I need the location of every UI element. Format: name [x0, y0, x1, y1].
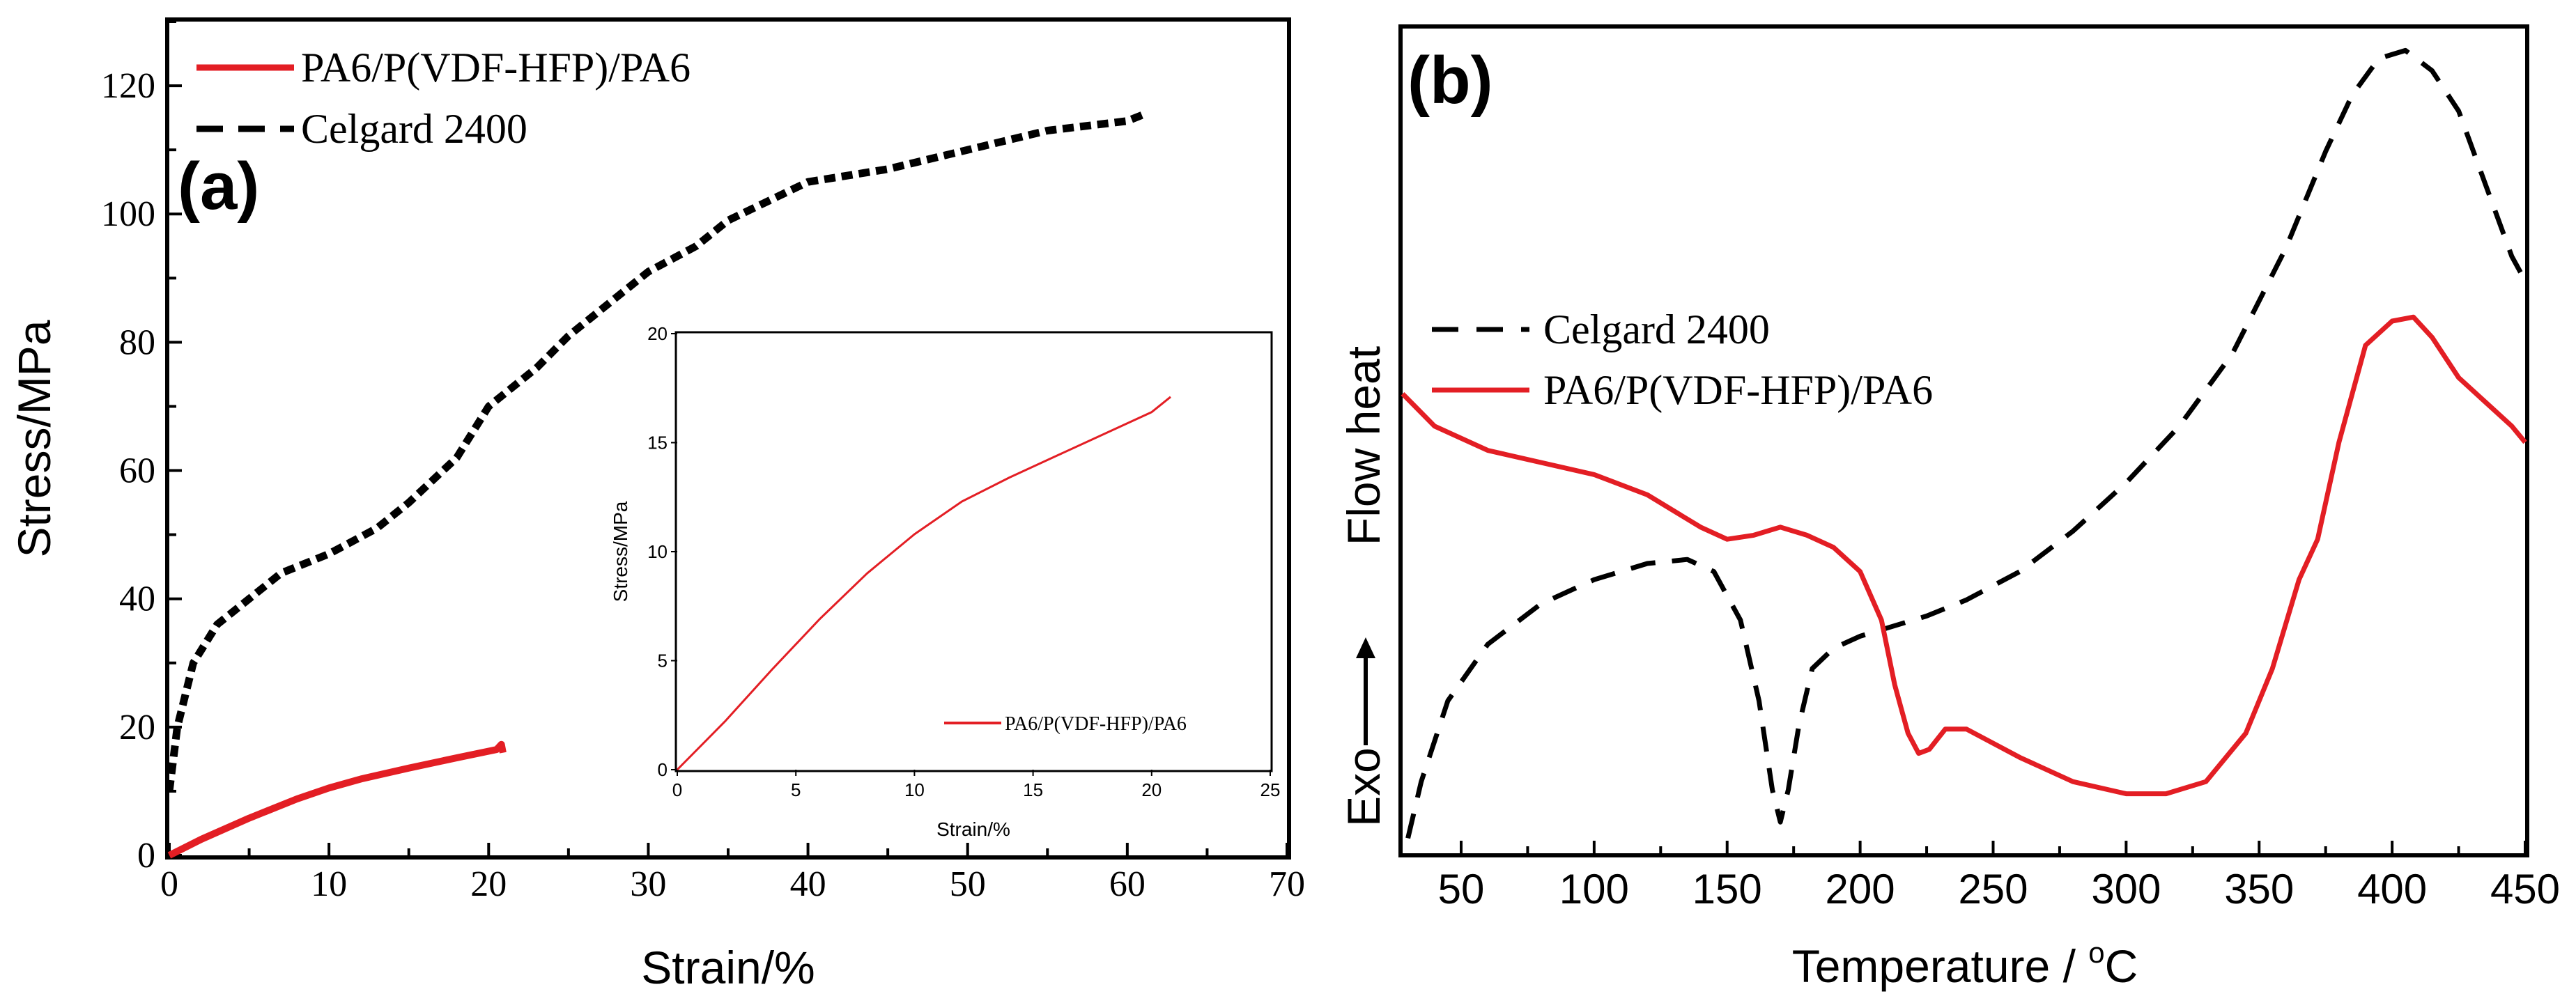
- inset-series-line: [676, 396, 1171, 771]
- panel-b: 50 100 150 200 250 300 350 400 450 Temperature /…: [1338, 24, 2560, 992]
- panel-a-series: [165, 111, 1145, 859]
- legend-b-label-pa6: PA6/P(VDF-HFP)/PA6: [1543, 367, 1933, 413]
- panel-b-frame: [1398, 24, 2529, 857]
- b-x-tick-label: 250: [1958, 866, 2028, 912]
- a-y-tick-label: 60: [119, 451, 155, 491]
- b-x-tick-label: 150: [1692, 866, 1762, 912]
- a-series-line: [165, 111, 1145, 792]
- inset-x-tick-label: 5: [791, 779, 801, 800]
- a-x-tick-label: 50: [950, 864, 986, 904]
- exo-arrow-icon: [1356, 637, 1375, 745]
- panel-a-label: (a): [178, 149, 259, 224]
- inset-y-tick-label: 0: [658, 759, 668, 780]
- a-x-tick-label: 30: [630, 864, 666, 904]
- panel-b-legend: Celgard 2400 PA6/P(VDF-HFP)/PA6: [1432, 306, 1933, 413]
- inset-x-axis-label: Strain/%: [936, 818, 1010, 840]
- b-x-tick-label: 200: [1826, 866, 1895, 912]
- b-x-tick-label: 350: [2224, 866, 2294, 912]
- panel-b-x-axis-label: Temperature / oC: [1792, 936, 2138, 992]
- a-y-tick-label: 20: [119, 708, 155, 747]
- panel-b-x-axis-label-unit: oC: [2088, 936, 2138, 992]
- inset-x-tick-label: 25: [1260, 779, 1281, 800]
- inset-chart: 0 5 10 15 20 25 0 5 10 15 20 Strain/% Stress/MPa P…: [610, 323, 1280, 840]
- a-x-tick-label: 10: [311, 864, 347, 904]
- inset-series: [676, 396, 1171, 771]
- legend-a-label-celgard: Celgard 2400: [301, 106, 527, 152]
- a-y-tick-label: 0: [137, 836, 155, 876]
- a-series-line: [167, 740, 507, 859]
- inset-x-tick-label: 20: [1141, 779, 1162, 800]
- legend-b-label-celgard: Celgard 2400: [1543, 306, 1770, 352]
- inset-y-tick-label: 15: [647, 433, 668, 453]
- inset-x-tick-label: 15: [1023, 779, 1043, 800]
- panel-b-y-axis-label: Flow heat: [1338, 346, 1389, 545]
- a-x-tick-label: 60: [1109, 864, 1146, 904]
- panel-a-x-axis-label: Strain/%: [641, 942, 815, 993]
- degree-superscript: o: [2088, 936, 2104, 969]
- panel-b-x-axis-label-text: Temperature /: [1792, 940, 2089, 992]
- degree-unit-letter: C: [2105, 940, 2138, 992]
- a-y-tick-label: 100: [101, 194, 155, 234]
- panel-b-ticks: 50 100 150 200 250 300 350 400 450: [1438, 841, 2560, 912]
- b-x-tick-label: 50: [1438, 866, 1485, 912]
- legend-a-label-pa6: PA6/P(VDF-HFP)/PA6: [301, 45, 691, 91]
- panel-b-series: [1401, 47, 2528, 839]
- inset-x-tick-label: 10: [904, 779, 925, 800]
- inset-x-tick-label: 0: [672, 779, 682, 800]
- inset-y-tick-label: 10: [647, 541, 668, 562]
- b-series-line: [1405, 47, 2528, 839]
- b-x-tick-label: 100: [1559, 866, 1629, 912]
- inset-y-tick-label: 20: [647, 323, 668, 344]
- a-x-tick-label: 20: [470, 864, 507, 904]
- a-x-tick-label: 70: [1269, 864, 1305, 904]
- panel-a-legend: PA6/P(VDF-HFP)/PA6 Celgard 2400: [196, 45, 691, 152]
- a-x-tick-label: 0: [160, 864, 178, 904]
- a-x-tick-label: 40: [790, 864, 826, 904]
- panel-a-y-axis-label: Stress/MPa: [8, 320, 60, 557]
- b-x-tick-label: 450: [2490, 866, 2560, 912]
- inset-y-tick-label: 5: [658, 651, 668, 671]
- panel-a-frame: [165, 17, 1291, 860]
- b-x-tick-label: 400: [2357, 866, 2427, 912]
- b-series-line: [1401, 314, 2527, 797]
- inset-legend-label: PA6/P(VDF-HFP)/PA6: [1005, 713, 1187, 735]
- inset-frame: [674, 331, 1273, 772]
- a-y-tick-label: 40: [119, 580, 155, 619]
- a-y-tick-label: 80: [119, 322, 155, 362]
- panel-b-label: (b): [1407, 43, 1493, 118]
- b-x-tick-label: 300: [2091, 866, 2161, 912]
- inset-ticks: 0 5 10 15 20 25 0 5 10 15 20: [647, 323, 1280, 800]
- a-y-tick-label: 120: [101, 66, 155, 106]
- inset-y-axis-label: Stress/MPa: [610, 501, 631, 602]
- panel-b-exo-label: Exo: [1338, 747, 1389, 827]
